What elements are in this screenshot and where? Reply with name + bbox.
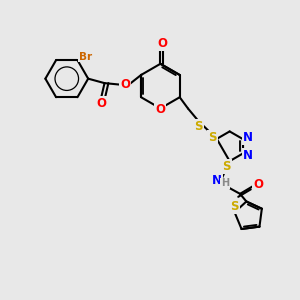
- Text: S: S: [230, 200, 239, 213]
- Text: O: O: [120, 78, 130, 91]
- Text: O: O: [96, 98, 106, 110]
- Text: N: N: [212, 174, 222, 187]
- Text: O: O: [155, 103, 165, 116]
- Text: N: N: [243, 149, 253, 162]
- Text: O: O: [253, 178, 263, 191]
- Text: O: O: [157, 37, 167, 50]
- Text: Br: Br: [79, 52, 92, 61]
- Text: S: S: [194, 120, 203, 133]
- Text: N: N: [243, 131, 253, 144]
- Text: S: S: [208, 131, 217, 144]
- Text: S: S: [222, 160, 231, 173]
- Text: H: H: [221, 178, 229, 188]
